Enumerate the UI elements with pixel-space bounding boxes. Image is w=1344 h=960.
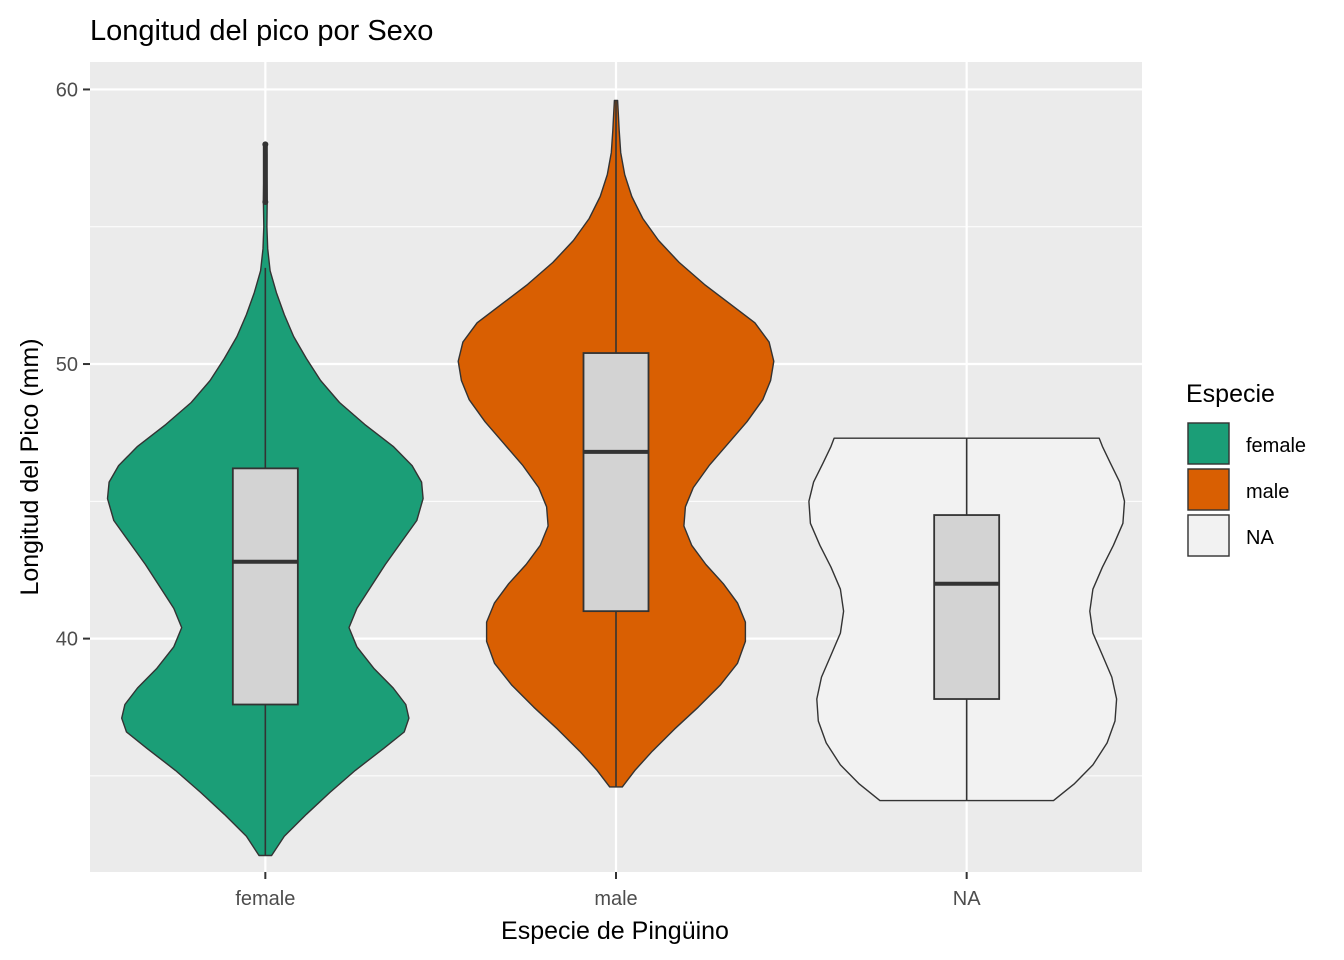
y-axis-label: Longitud del Pico (mm) <box>16 338 44 595</box>
legend-swatch-female <box>1187 422 1230 465</box>
legend-label: female <box>1246 435 1306 457</box>
legend-label: male <box>1246 481 1289 503</box>
box-female <box>231 467 299 706</box>
legend-title: Especie <box>1186 380 1275 408</box>
y-axis: 40 50 60 <box>56 79 90 651</box>
x-axis-label: Especie de Pingüino <box>501 917 729 945</box>
x-tick-label: female <box>235 888 295 910</box>
legend-swatch-male <box>1187 468 1230 511</box>
x-tick-label: NA <box>953 888 981 910</box>
x-axis: female male NA <box>235 872 981 910</box>
box-NA <box>933 514 1001 700</box>
y-tick-label: 50 <box>56 354 78 376</box>
x-tick-label: male <box>594 888 637 910</box>
box-male <box>582 352 650 613</box>
y-tick-label: 40 <box>56 629 78 651</box>
legend: Especie female male NA <box>1186 380 1306 557</box>
chart-title: Longitud del pico por Sexo <box>90 15 433 47</box>
legend-swatch-NA <box>1187 514 1230 557</box>
violins <box>106 99 1126 857</box>
legend-label: NA <box>1246 527 1274 549</box>
y-tick-label: 60 <box>56 79 78 101</box>
